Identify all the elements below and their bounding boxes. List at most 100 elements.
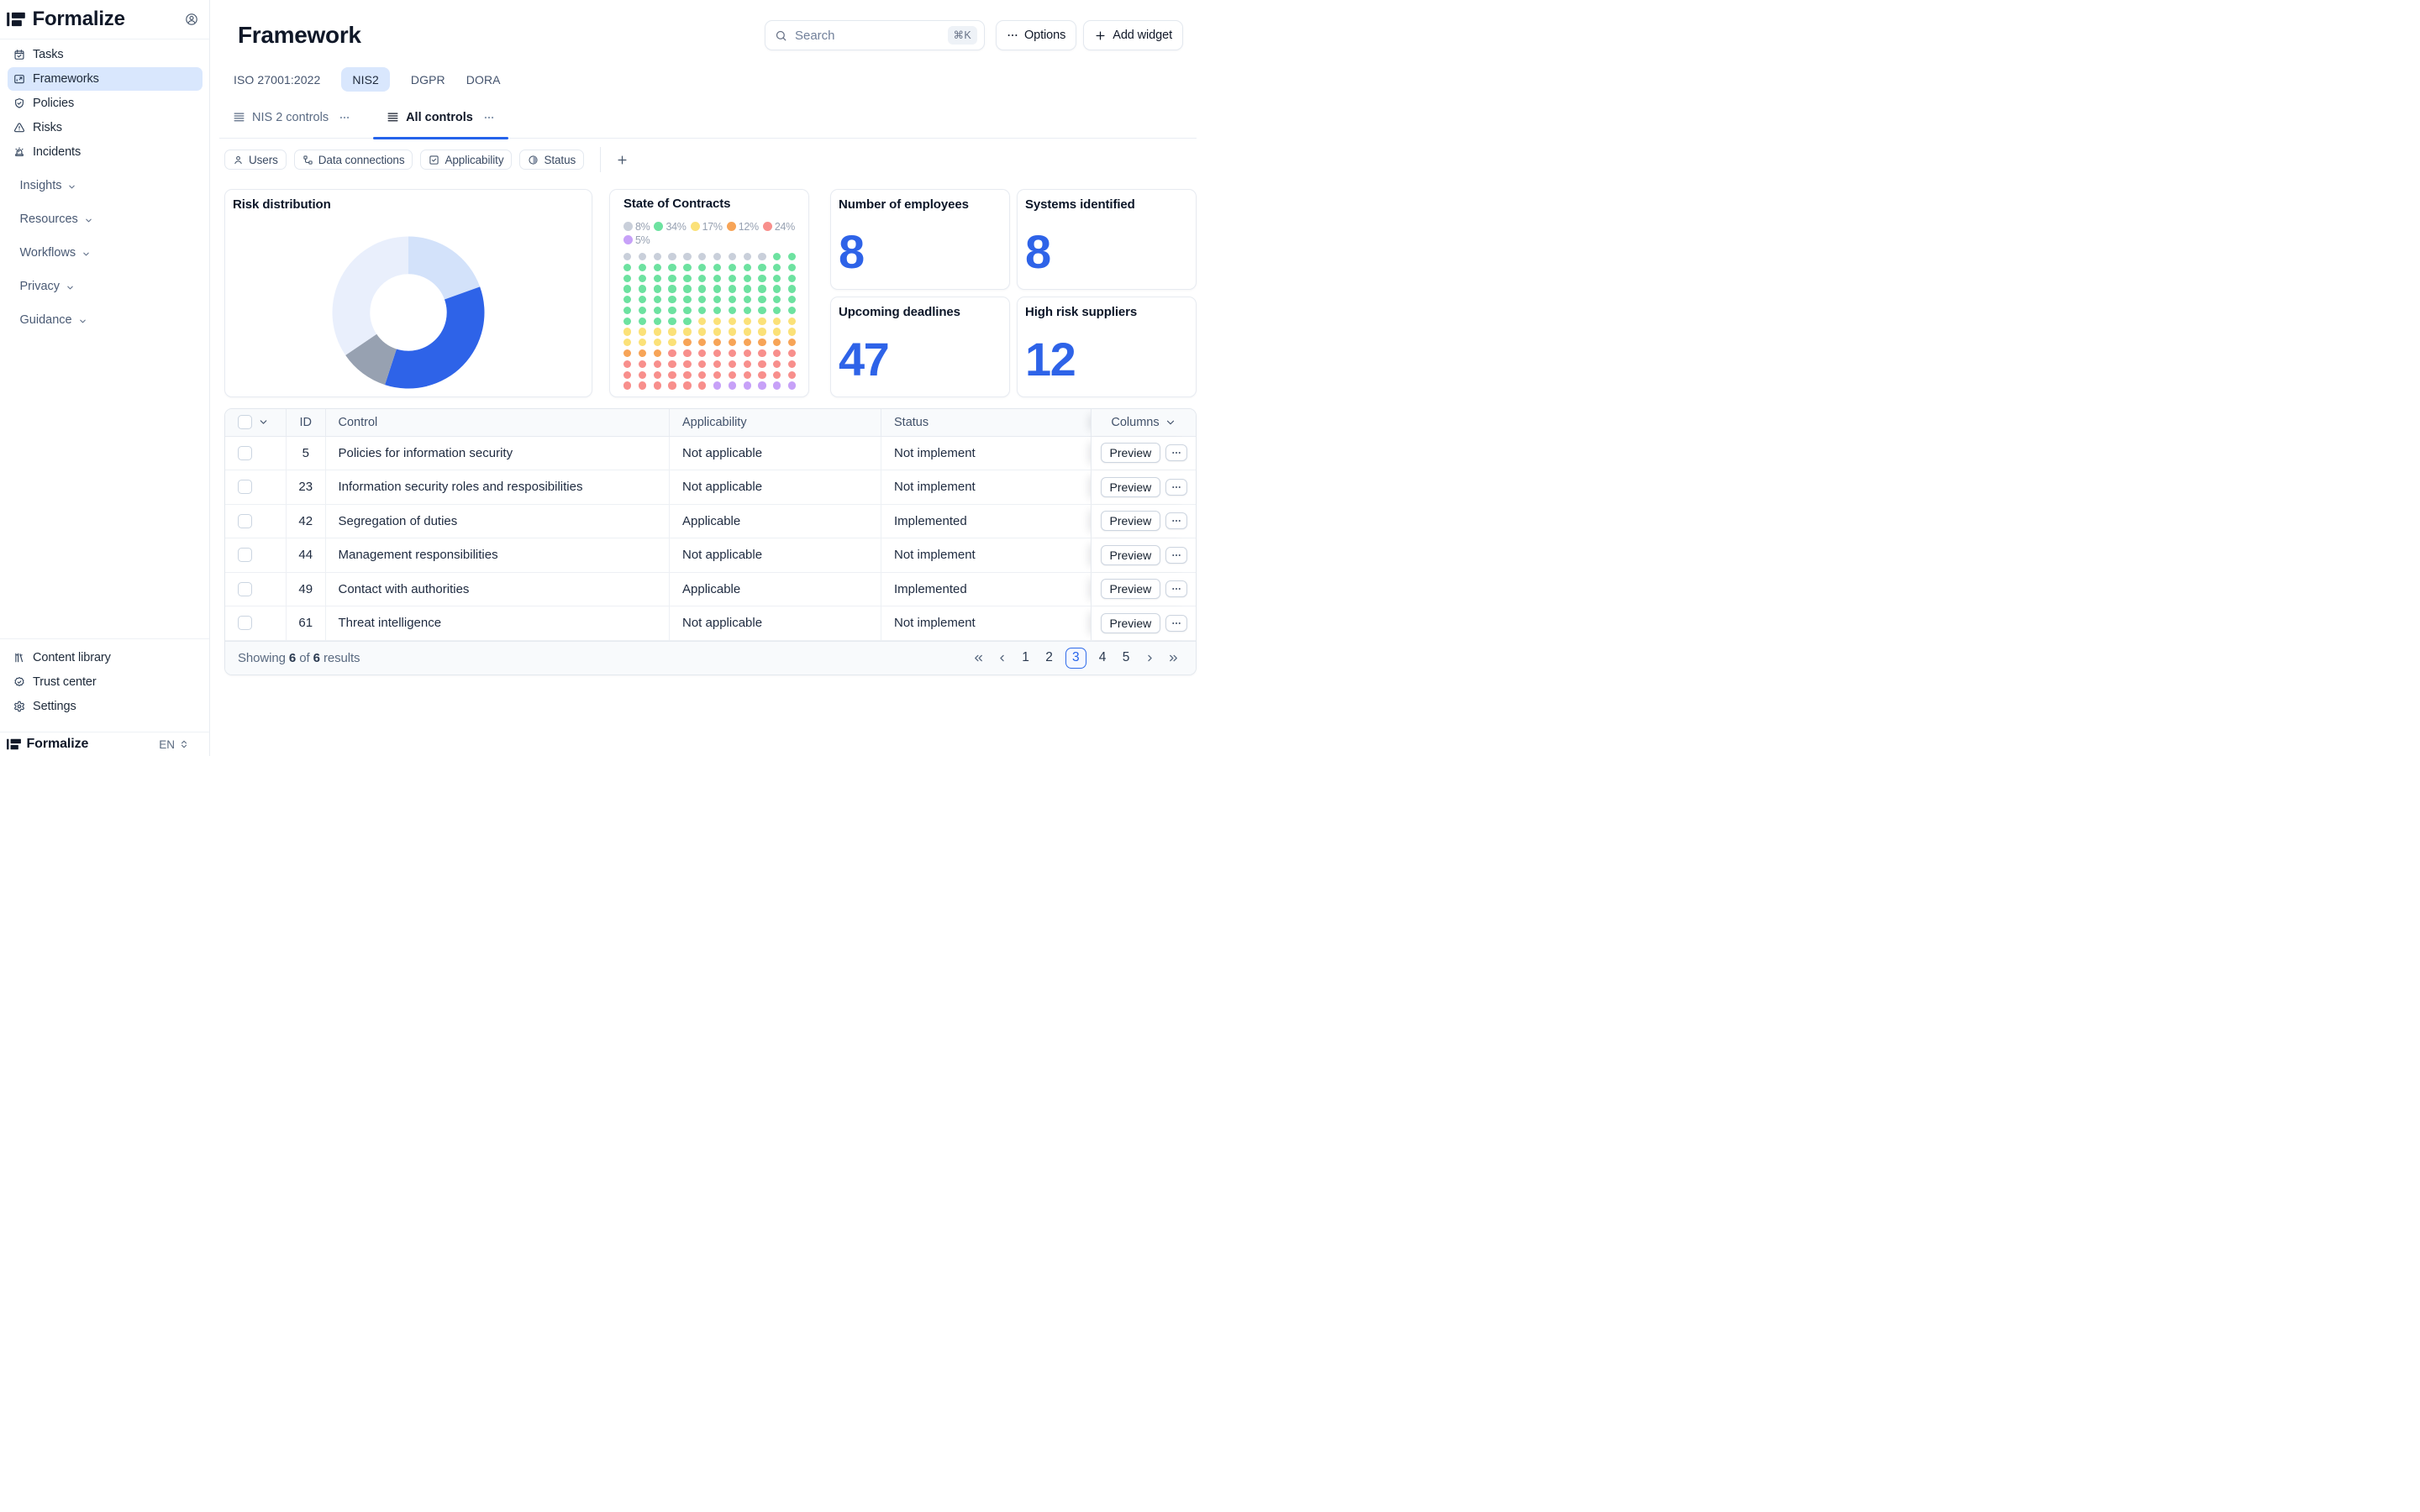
matrix-dot [788, 253, 797, 261]
sidebar-item-settings[interactable]: Settings [8, 695, 203, 718]
stat-title: Number of employees [839, 197, 969, 212]
matrix-dot [758, 349, 766, 358]
view-tab-nis2-controls[interactable]: NIS 2 controls [219, 105, 364, 129]
page-number-button[interactable]: 1 [1022, 650, 1029, 664]
filter-chip-applicability[interactable]: Applicability [420, 150, 513, 170]
legend-dot [726, 222, 736, 231]
row-checkbox[interactable] [238, 548, 252, 563]
matrix-dot [773, 274, 781, 282]
chevron-down-icon[interactable] [258, 417, 269, 428]
sidebar-sections: Insights Resources Workflows Privacy Gui… [8, 165, 203, 332]
table-row[interactable]: 23 Information security roles and respos… [225, 470, 1196, 505]
table-row[interactable]: 49 Contact with authorities Applicable I… [225, 572, 1196, 606]
sidebar-section-resources[interactable]: Resources [8, 207, 196, 231]
matrix-dot [683, 296, 692, 304]
select-all-checkbox[interactable] [238, 415, 252, 430]
filter-chip-label: Applicability [445, 153, 504, 166]
ellipsis-icon[interactable] [483, 112, 495, 123]
preview-button[interactable]: Preview [1101, 612, 1160, 633]
next-page-button[interactable] [1142, 648, 1157, 669]
framework-tab-nis2[interactable]: NIS2 [341, 67, 390, 92]
filter-chip-users[interactable]: Users [224, 150, 287, 170]
legend-label: 34% [666, 220, 687, 233]
sidebar-item-tasks[interactable]: Tasks [8, 43, 203, 66]
matrix-dot [743, 328, 751, 336]
matrix-dot [728, 370, 736, 379]
options-button[interactable]: Options [995, 20, 1077, 50]
sidebar-item-policies[interactable]: Policies [8, 92, 203, 115]
page-number-button[interactable]: 5 [1122, 650, 1130, 664]
row-more-button[interactable] [1165, 512, 1187, 530]
sidebar-section-privacy[interactable]: Privacy [8, 275, 196, 298]
row-checkbox[interactable] [238, 480, 252, 495]
preview-button[interactable]: Preview [1101, 511, 1160, 532]
sidebar-item-incidents[interactable]: Incidents [8, 140, 203, 164]
page-number-button[interactable]: 4 [1098, 650, 1107, 664]
chevrons-right-icon [1169, 654, 1177, 661]
sidebar-item-content-library[interactable]: Content library [8, 646, 203, 669]
sidebar-item-trust-center[interactable]: Trust center [8, 670, 203, 694]
page-title: Framework [238, 22, 361, 48]
table-row[interactable]: 5 Policies for information security Not … [225, 436, 1196, 470]
column-header-status[interactable]: Status [881, 409, 1092, 436]
sidebar-section-workflows[interactable]: Workflows [8, 241, 196, 265]
first-page-button[interactable] [971, 648, 986, 669]
columns-menu-label: Columns [1111, 415, 1160, 429]
row-more-button[interactable] [1165, 546, 1187, 564]
row-actions-cell: Preview [1091, 538, 1196, 572]
table-row[interactable]: 44 Management responsibilities Not appli… [225, 538, 1196, 573]
framework-tab-dgpr[interactable]: DGPR [410, 72, 445, 87]
ellipsis-icon [1172, 622, 1181, 624]
columns-menu[interactable]: Columns [1091, 409, 1196, 436]
row-checkbox[interactable] [238, 616, 252, 631]
view-tab-all-controls[interactable]: All controls [373, 105, 508, 139]
page-number-button[interactable]: 3 [1065, 647, 1086, 669]
matrix-dot [788, 317, 797, 325]
matrix-dot [728, 253, 736, 261]
column-header-applicability[interactable]: Applicability [670, 409, 881, 436]
column-header-control[interactable]: Control [326, 409, 670, 436]
search-input[interactable]: Search ⌘K [764, 20, 985, 50]
table-row[interactable]: 42 Segregation of duties Applicable Impl… [225, 504, 1196, 538]
add-filter-button[interactable] [613, 151, 630, 168]
last-page-button[interactable] [1165, 648, 1181, 669]
chevrons-left-icon [975, 654, 982, 661]
stat-title: Upcoming deadlines [839, 305, 960, 319]
app-root: Formalize Tasks [0, 0, 1210, 756]
framework-tab-iso27001[interactable]: ISO 27001:2022 [234, 72, 321, 87]
sidebar-section-guidance[interactable]: Guidance [8, 308, 196, 332]
sidebar-section-insights[interactable]: Insights [8, 174, 196, 197]
page-number-button[interactable]: 2 [1045, 650, 1053, 664]
sidebar-item-risks[interactable]: Risks [8, 116, 203, 139]
ellipsis-icon[interactable] [339, 112, 350, 123]
add-widget-button[interactable]: Add widget [1083, 20, 1183, 50]
filter-chip-status[interactable]: Status [519, 150, 585, 170]
preview-button[interactable]: Preview [1101, 476, 1160, 497]
table-footer: Showing 6 of 6 results 1 2 [225, 640, 1196, 675]
matrix-dot [788, 370, 797, 379]
row-more-button[interactable] [1165, 614, 1187, 632]
row-checkbox[interactable] [238, 513, 252, 528]
previous-page-button[interactable] [995, 648, 1010, 669]
row-checkbox[interactable] [238, 581, 252, 596]
column-header-id[interactable]: ID [287, 409, 326, 436]
user-icon [234, 155, 242, 164]
preview-button[interactable]: Preview [1101, 443, 1160, 464]
legend-label: 17% [702, 220, 723, 233]
language-selector[interactable]: EN [159, 738, 189, 751]
framework-tab-dora[interactable]: DORA [466, 72, 501, 87]
user-account-button[interactable] [181, 8, 203, 30]
row-checkbox[interactable] [238, 445, 252, 460]
risk-distribution-card: Risk distribution [224, 189, 592, 397]
table-row[interactable]: 61 Threat intelligence Not applicable No… [225, 606, 1196, 641]
filter-chip-data-connections[interactable]: Data connections [293, 150, 413, 170]
sidebar-item-label: Frameworks [33, 72, 99, 86]
preview-button[interactable]: Preview [1101, 544, 1160, 565]
matrix-dot [638, 339, 647, 347]
row-more-button[interactable] [1165, 580, 1187, 598]
matrix-dot [743, 360, 751, 368]
row-more-button[interactable] [1165, 444, 1187, 462]
sidebar-item-frameworks[interactable]: Frameworks [8, 67, 203, 91]
row-more-button[interactable] [1165, 478, 1187, 496]
preview-button[interactable]: Preview [1101, 579, 1160, 600]
